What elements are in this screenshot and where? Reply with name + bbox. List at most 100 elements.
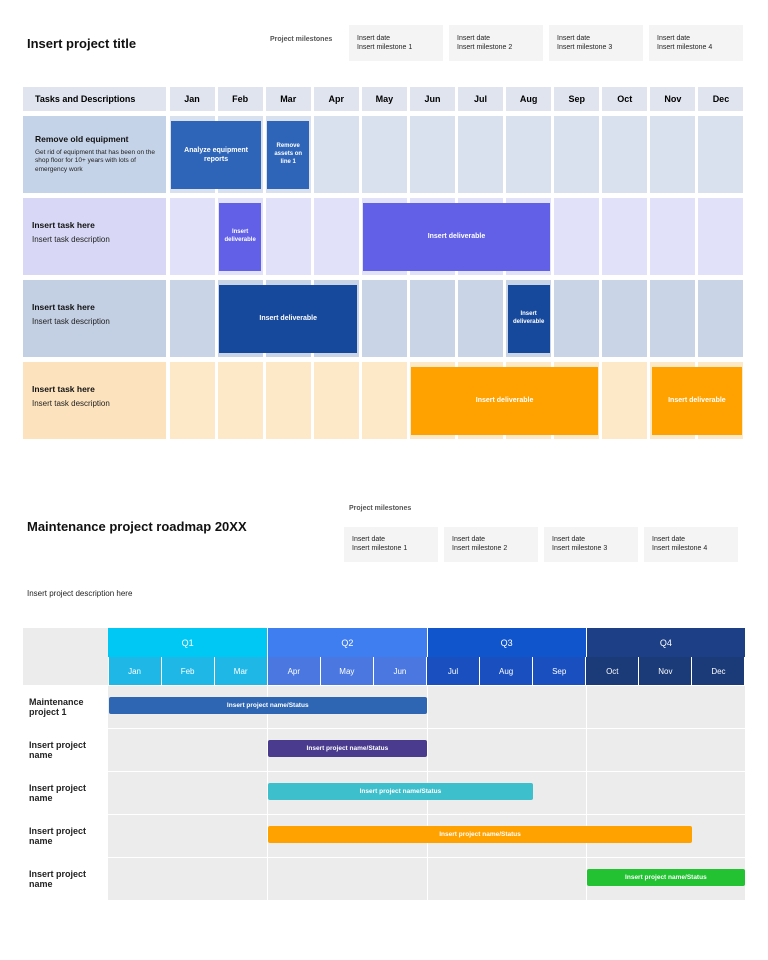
task-description: Insert task description bbox=[32, 399, 110, 408]
deliverable: Insert deliverable bbox=[219, 285, 358, 353]
cell bbox=[602, 280, 648, 357]
milestones-label: Project milestones bbox=[349, 505, 412, 512]
cell bbox=[427, 686, 586, 728]
month-header: Aug bbox=[480, 657, 533, 685]
cell bbox=[108, 858, 268, 900]
month-header: Oct bbox=[602, 87, 648, 111]
project-name: Insert project name bbox=[23, 729, 108, 771]
task-description: Insert task description bbox=[32, 235, 110, 244]
project-bar: Insert project name/Status bbox=[268, 826, 692, 843]
cell bbox=[554, 198, 600, 275]
month-header: Mar bbox=[214, 657, 267, 685]
deliverable: Insert deliverable bbox=[363, 203, 550, 271]
month-header: Feb bbox=[217, 87, 263, 111]
month-header: Jun bbox=[373, 657, 426, 685]
month-header: Aug bbox=[506, 87, 552, 111]
task-cell: Insert task here Insert task description bbox=[23, 198, 166, 275]
cell bbox=[313, 362, 359, 439]
month-header: Oct bbox=[586, 657, 639, 685]
cell bbox=[265, 198, 311, 275]
milestone-date: Insert date bbox=[352, 536, 386, 543]
month-header: Dec bbox=[692, 657, 745, 685]
month-header: Dec bbox=[698, 87, 744, 111]
cell bbox=[108, 772, 268, 814]
task-cell: Remove old equipment Get rid of equipment… bbox=[23, 116, 166, 193]
cell bbox=[586, 729, 745, 771]
deliverable: Insert deliverable bbox=[651, 367, 742, 435]
cell bbox=[602, 198, 648, 275]
month-header: Nov bbox=[650, 87, 696, 111]
quarter-header: Q4 bbox=[586, 628, 745, 657]
corner-cell bbox=[23, 628, 108, 685]
cell bbox=[169, 280, 215, 357]
month-header: Jan bbox=[108, 657, 161, 685]
project-bar: Insert project name/Status bbox=[268, 740, 427, 757]
task-title: Insert task here bbox=[32, 220, 95, 230]
milestone-name: Insert milestone 3 bbox=[552, 545, 608, 552]
milestone-box bbox=[449, 25, 543, 61]
project-name: Insert project name bbox=[23, 772, 108, 814]
deliverable: Analyze equipment reports bbox=[171, 121, 262, 189]
task-title: Remove old equipment bbox=[35, 134, 129, 144]
milestone-box bbox=[649, 25, 743, 61]
milestone-date: Insert date bbox=[457, 35, 491, 42]
quarter-header: Q2 bbox=[268, 628, 427, 657]
month-header: Apr bbox=[313, 87, 359, 111]
milestone-name: Insert milestone 2 bbox=[452, 545, 508, 552]
deliverable: Insert deliverable bbox=[507, 285, 550, 353]
cell bbox=[268, 858, 427, 900]
cell bbox=[108, 815, 268, 857]
milestones-label: Project milestones bbox=[270, 36, 333, 43]
cell bbox=[265, 362, 311, 439]
month-header: Sep bbox=[554, 87, 600, 111]
cell bbox=[409, 280, 455, 357]
cell bbox=[458, 116, 504, 193]
milestone-name: Insert milestone 4 bbox=[657, 44, 713, 51]
quarter-header: Q1 bbox=[108, 628, 268, 657]
task-description: Get rid of equipment that has been on th… bbox=[35, 149, 155, 173]
task-title: Insert task here bbox=[32, 302, 95, 312]
cell bbox=[361, 362, 407, 439]
milestone-date: Insert date bbox=[557, 35, 591, 42]
project-name: Insert project name bbox=[23, 858, 108, 900]
title: Maintenance project roadmap 20XX bbox=[27, 519, 247, 534]
cell bbox=[313, 116, 359, 193]
cell bbox=[108, 729, 268, 771]
cell bbox=[217, 362, 263, 439]
cell bbox=[427, 858, 586, 900]
milestone-box bbox=[349, 25, 443, 61]
month-header: Feb bbox=[161, 657, 214, 685]
month-header: Jun bbox=[409, 87, 455, 111]
header-cell: Tasks and Descriptions bbox=[23, 87, 166, 111]
milestone-box bbox=[344, 527, 438, 562]
project-name: Insert project name bbox=[23, 815, 108, 857]
month-header: Nov bbox=[639, 657, 692, 685]
quarter-header: Q3 bbox=[427, 628, 586, 657]
cell bbox=[458, 280, 504, 357]
cell bbox=[586, 772, 745, 814]
deliverable: Insert deliverable bbox=[219, 203, 262, 271]
task-description: Insert task description bbox=[32, 317, 110, 326]
task-cell: Insert task here Insert task description bbox=[23, 362, 166, 439]
month-header: May bbox=[361, 87, 407, 111]
title: Insert project title bbox=[27, 36, 137, 51]
project-bar: Insert project name/Status bbox=[586, 869, 745, 886]
cell bbox=[650, 198, 696, 275]
task-title: Insert task here bbox=[32, 384, 95, 394]
milestone-date: Insert date bbox=[552, 536, 586, 543]
cell bbox=[409, 116, 455, 193]
cell bbox=[169, 362, 215, 439]
cell bbox=[650, 116, 696, 193]
cell bbox=[361, 280, 407, 357]
cell bbox=[554, 116, 600, 193]
month-header: May bbox=[320, 657, 373, 685]
project-bar: Insert project name/Status bbox=[268, 783, 533, 800]
cell bbox=[650, 280, 696, 357]
cell bbox=[698, 198, 744, 275]
cell bbox=[361, 116, 407, 193]
cell bbox=[602, 116, 648, 193]
month-header: Jan bbox=[169, 87, 215, 111]
month-header: Sep bbox=[533, 657, 586, 685]
cell bbox=[506, 116, 552, 193]
